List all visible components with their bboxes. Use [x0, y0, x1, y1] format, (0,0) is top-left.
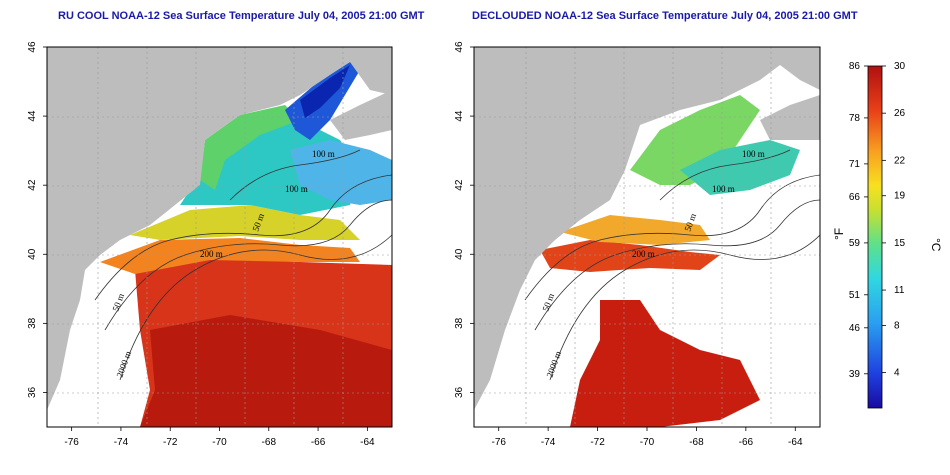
- y-tick-label: 36: [27, 386, 38, 398]
- contour-line: [104, 199, 392, 331]
- x-tick-label: -76: [64, 437, 79, 448]
- gridlines: [47, 47, 392, 427]
- x-tick-label: -72: [163, 437, 178, 448]
- contour-label: 200 m: [200, 249, 223, 259]
- contour-line: [94, 174, 392, 301]
- y-tick-label: 38: [27, 317, 38, 329]
- hot-core-region: [140, 315, 392, 427]
- y-tick-label: 42: [27, 179, 38, 191]
- deep-blue-bay: [300, 65, 350, 118]
- contour-label: 100 m: [285, 184, 308, 194]
- panel-title-ru-cool: RU COOL NOAA-12 Sea Surface Temperature …: [58, 10, 425, 22]
- green-gulf: [200, 105, 300, 190]
- x-tick-label: -64: [360, 437, 375, 448]
- x-tick-label: -74: [114, 437, 129, 448]
- nova-scotia-land: [330, 90, 392, 140]
- x-tick-label: -70: [212, 437, 227, 448]
- x-tick-label: -66: [311, 437, 326, 448]
- y-tick-label: 44: [27, 110, 38, 122]
- contour-label: 100 m: [312, 149, 335, 159]
- x-tick-label: -68: [262, 437, 277, 448]
- orange-band: [100, 238, 360, 274]
- land-mass: [47, 47, 392, 410]
- light-blue-shelf: [290, 140, 392, 205]
- y-tick-label: 40: [27, 248, 38, 260]
- contour-line: [229, 149, 361, 201]
- contour-line: [119, 234, 392, 381]
- panel-title-declouded: DECLOUDED NOAA-12 Sea Surface Temperatur…: [472, 10, 858, 22]
- y-tick-label: 46: [27, 41, 38, 53]
